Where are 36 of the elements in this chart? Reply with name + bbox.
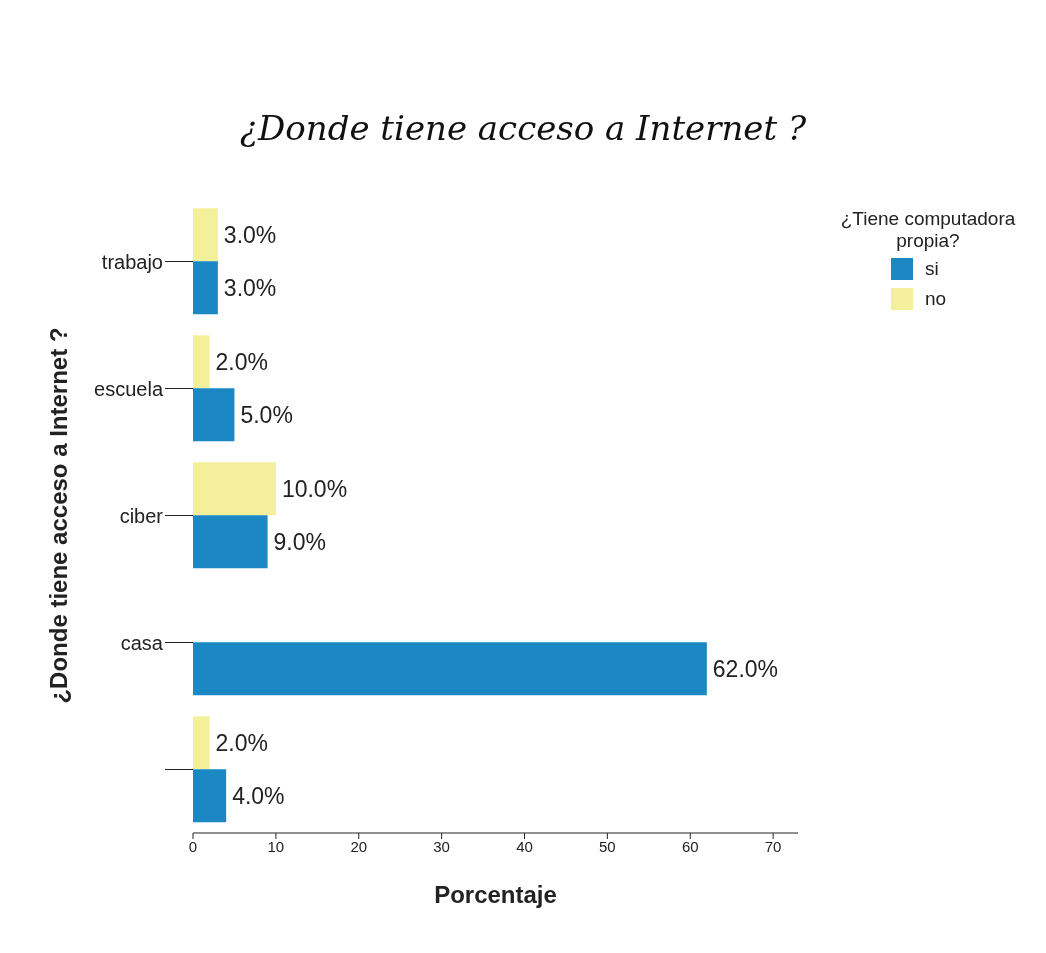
- x-tick-label: 30: [433, 837, 450, 855]
- y-tick-label: casa: [120, 631, 164, 654]
- chart-title: ¿Donde tiene acceso a Internet ?: [238, 108, 808, 148]
- y-tick-label: trabajo: [101, 250, 163, 273]
- data-label: 9.0%: [273, 528, 327, 555]
- legend-label: no: [925, 288, 948, 310]
- y-tick-label: ciber: [119, 504, 164, 527]
- y-tick-label: escuela: [94, 377, 164, 400]
- bar: [193, 716, 210, 770]
- data-label: 3.0%: [223, 274, 277, 301]
- x-axis-title: Porcentaje: [434, 881, 557, 908]
- x-tick-label: 20: [350, 837, 368, 855]
- data-label: 10.0%: [281, 475, 348, 502]
- legend-label: si: [925, 258, 940, 280]
- bar: [193, 261, 218, 315]
- data-label: 4.0%: [232, 782, 285, 809]
- x-tick-label: 60: [681, 837, 699, 855]
- data-label: 5.0%: [240, 401, 293, 428]
- x-tick-label: 0: [188, 837, 198, 855]
- data-label: 62.0%: [712, 655, 779, 682]
- data-label: 2.0%: [215, 729, 269, 756]
- bar: [193, 642, 707, 696]
- x-tick-label: 40: [516, 837, 533, 855]
- data-label: 2.0%: [215, 348, 269, 375]
- bar: [193, 462, 276, 516]
- bar: [193, 388, 235, 442]
- y-axis-title: ¿Donde tiene acceso a Internet ?: [44, 327, 72, 704]
- bar: [193, 208, 218, 262]
- x-tick-label: 10: [267, 837, 285, 855]
- legend-title: ¿Tiene computadora propia?: [839, 208, 1017, 252]
- bar: [193, 515, 268, 569]
- x-tick-label: 70: [764, 837, 782, 855]
- data-label: 3.0%: [223, 221, 277, 248]
- x-tick-label: 50: [599, 837, 616, 855]
- bar: [193, 335, 210, 389]
- bar: [193, 769, 227, 823]
